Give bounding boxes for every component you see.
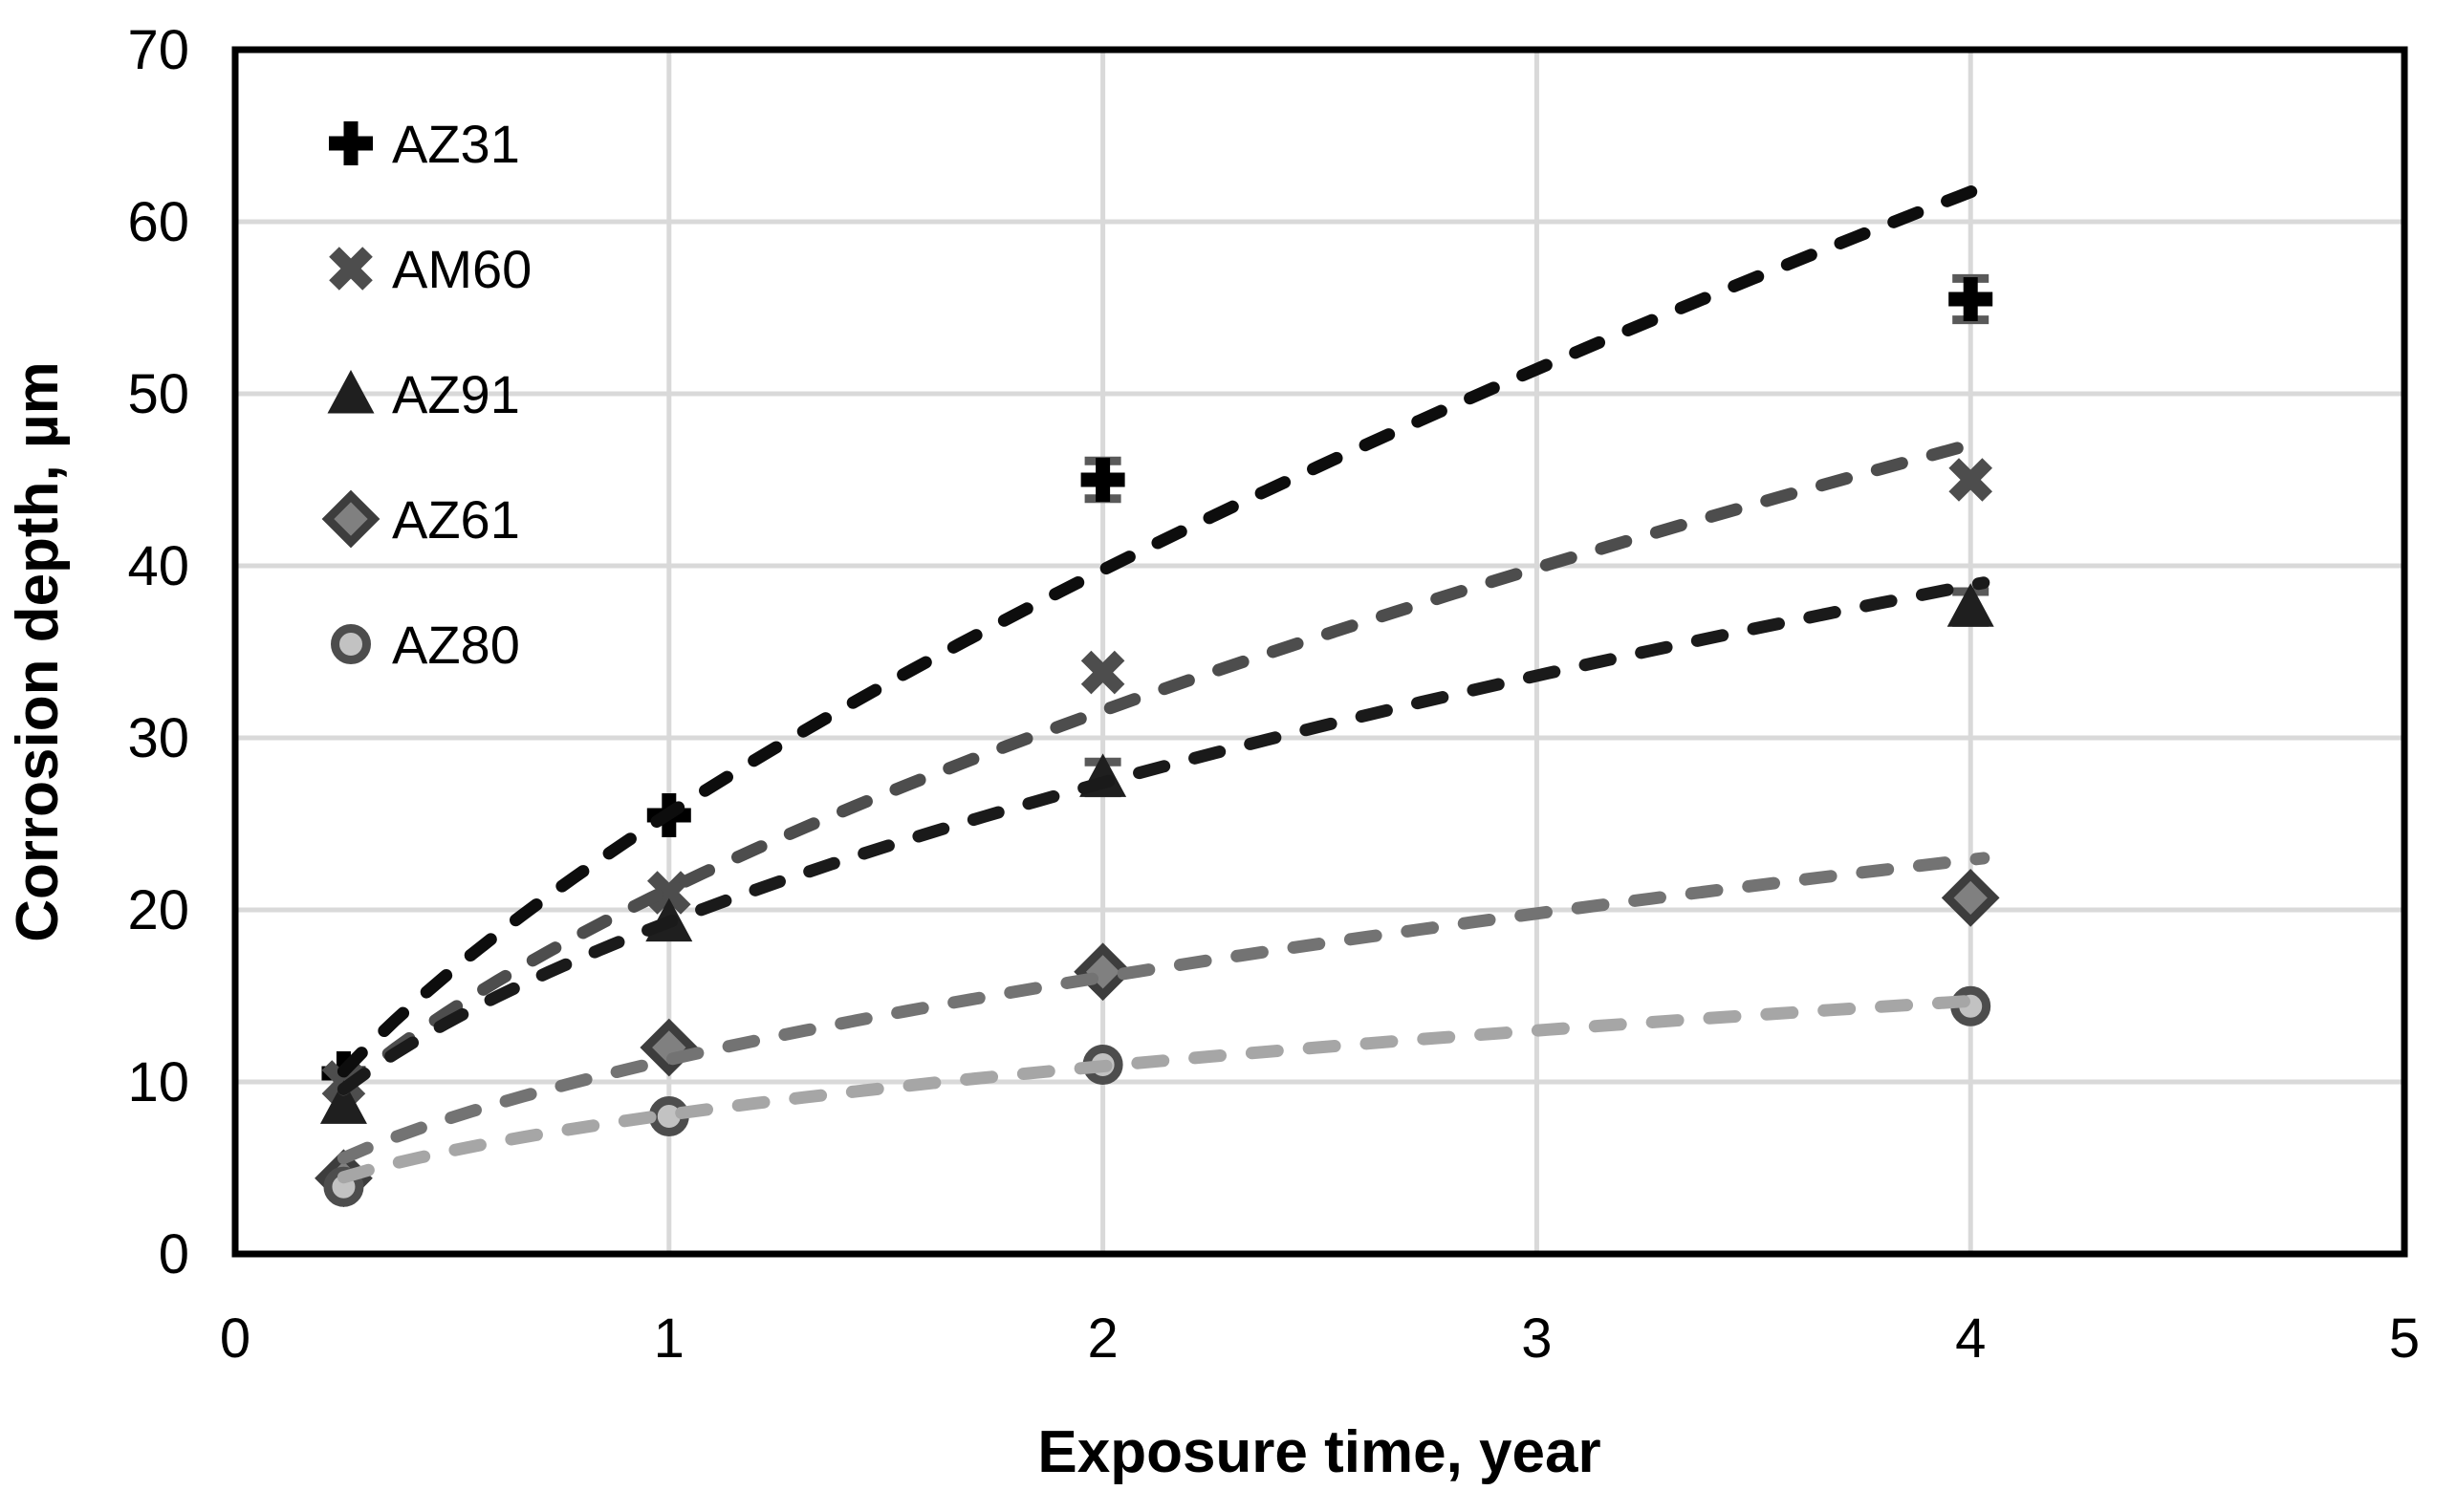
legend-item-AZ80: AZ80: [331, 615, 520, 675]
y-axis-title: Corrosion depth, µm: [5, 361, 71, 942]
x-tick-label: 4: [1955, 1307, 1986, 1370]
trendline-AZ61: [337, 852, 1990, 1165]
legend-label: AM60: [392, 239, 532, 299]
y-tick-label: 0: [159, 1223, 189, 1285]
series-AZ80: [323, 985, 1991, 1207]
x-legend-marker-icon: [329, 247, 373, 291]
y-tick-label: 40: [127, 535, 189, 597]
series-AZ91: [319, 583, 1994, 1124]
x-tick-label: 1: [654, 1307, 685, 1370]
marker-AZ91-4: [1946, 583, 1994, 627]
marker-AZ31-4: [1948, 277, 1993, 321]
plot-border: [231, 46, 2408, 1258]
x-tick-label: 0: [220, 1307, 250, 1370]
legend-item-AZ31: AZ31: [329, 114, 520, 174]
legend-label: AZ61: [392, 489, 520, 550]
legend-item-AZ91: AZ91: [327, 364, 520, 424]
y-tick-label: 10: [127, 1051, 189, 1113]
legend-label: AZ91: [392, 364, 520, 424]
trendline-AZ80: [337, 994, 1990, 1184]
legend-item-AZ61: AZ61: [321, 489, 520, 550]
circle-legend-marker-icon: [331, 624, 371, 664]
x-axis-title: Exposure time, year: [1037, 1419, 1600, 1485]
marker-AM60-2: [1080, 650, 1125, 695]
marker-AZ61-4: [1941, 869, 2000, 927]
y-tick-label: 20: [127, 879, 189, 941]
y-tick-label: 50: [127, 363, 189, 425]
legend-label: AZ80: [392, 615, 520, 675]
y-tick-label: 60: [127, 191, 189, 253]
diamond-legend-marker-icon: [321, 489, 381, 549]
x-tick-label: 5: [2389, 1307, 2420, 1370]
marker-AM60-4: [1948, 458, 1993, 502]
triangle-legend-marker-icon: [327, 370, 375, 414]
legend-label: AZ31: [392, 114, 520, 174]
trendline-AZ31: [337, 180, 1990, 1078]
legend-item-AM60: AM60: [329, 239, 532, 299]
x-tick-label: 3: [1521, 1307, 1552, 1370]
y-tick-label: 70: [127, 19, 189, 81]
series-AM60: [321, 458, 1993, 1104]
marker-AZ91-0.25: [319, 1080, 367, 1124]
y-tick-label: 30: [127, 707, 189, 769]
plus-legend-marker-icon: [329, 121, 373, 165]
series-AZ31: [321, 277, 1993, 1095]
marker-AZ31-2: [1080, 458, 1125, 502]
trendline-AZ91: [337, 576, 1990, 1095]
series-AZ61: [315, 869, 2000, 1208]
trendline-AM60: [337, 435, 1990, 1096]
x-tick-label: 2: [1087, 1307, 1118, 1370]
